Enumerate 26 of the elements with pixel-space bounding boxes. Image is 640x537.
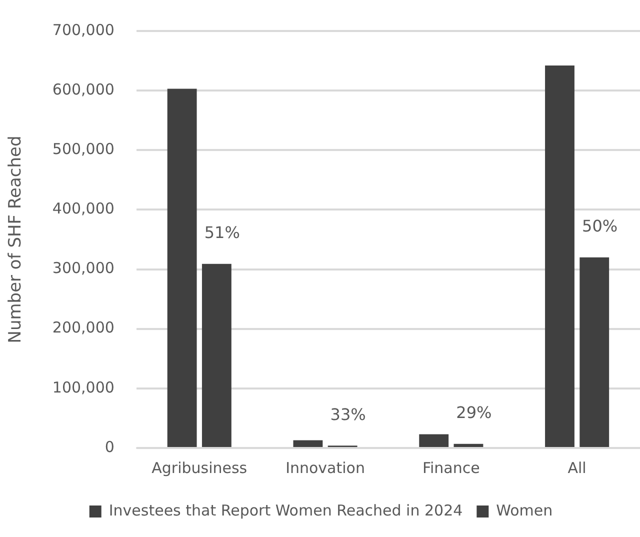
y-tick-label: 500,000: [52, 140, 114, 158]
bar: [202, 264, 232, 447]
y-tick-label: 700,000: [52, 20, 114, 39]
x-tick-label: Innovation: [286, 458, 365, 477]
bar: [454, 444, 484, 447]
annotation: 51%: [204, 223, 240, 242]
bar: [545, 66, 574, 447]
x-tick-label: Agribusiness: [152, 458, 248, 477]
y-tick-label: 200,000: [52, 318, 114, 337]
bar: [167, 88, 197, 447]
y-tick-label: 400,000: [52, 200, 114, 218]
bar: [580, 257, 610, 447]
x-tick-label: All: [568, 458, 586, 477]
annotation: 33%: [330, 404, 366, 424]
annotation: 50%: [582, 216, 618, 236]
bar: [419, 434, 449, 447]
y-tick-label: 100,000: [52, 378, 114, 396]
y-tick-label: 0: [104, 438, 114, 456]
y-tick-label: 300,000: [52, 259, 114, 278]
annotation: 29%: [456, 402, 492, 422]
x-tick-label: Finance: [422, 458, 480, 477]
legend-label: Investees that Report Women Reached in 2024: [108, 501, 463, 520]
bar: [293, 440, 323, 447]
legend-label: Women: [496, 501, 553, 520]
y-tick-label: 600,000: [52, 80, 114, 98]
y-axis-title: Number of SHF Reached: [6, 136, 26, 344]
